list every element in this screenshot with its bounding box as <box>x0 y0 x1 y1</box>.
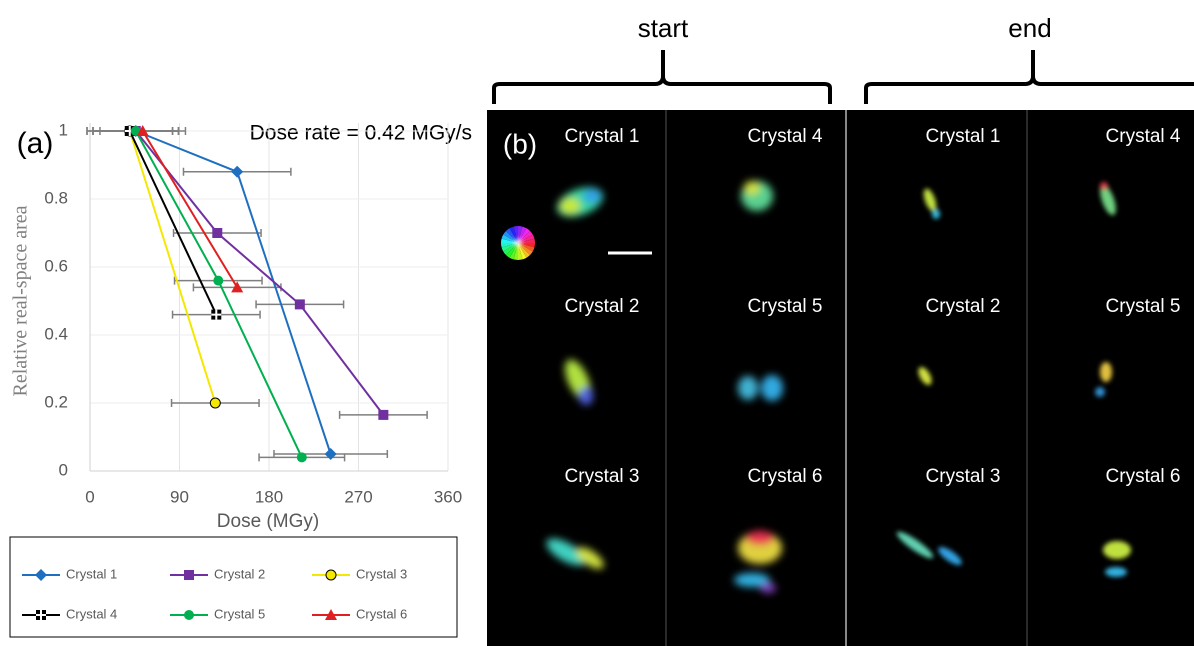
crystal-label: Crystal 5 <box>1106 296 1181 317</box>
wheel-center <box>514 239 522 247</box>
legend-marker <box>184 570 194 580</box>
crystal-label: Crystal 4 <box>748 126 823 147</box>
series-line <box>136 131 384 415</box>
marker <box>295 299 305 309</box>
group-label: end <box>1008 13 1051 43</box>
x-axis-title: Dose (MGy) <box>217 511 319 532</box>
y-tick-label: 0.6 <box>44 256 68 275</box>
brace <box>866 50 1194 104</box>
marker <box>325 448 337 460</box>
x-tick-label: 180 <box>255 487 283 506</box>
group-label: start <box>638 13 689 43</box>
legend-label: Crystal 6 <box>356 606 407 621</box>
x-tick-label: 360 <box>434 487 462 506</box>
brace <box>494 50 830 104</box>
crystal-label: Crystal 2 <box>926 296 1001 317</box>
legend-label: Crystal 5 <box>214 606 265 621</box>
legend-label: Crystal 4 <box>66 606 117 621</box>
marker <box>210 398 220 408</box>
crystal-label: Crystal 1 <box>565 126 640 147</box>
legend-marker <box>184 610 194 620</box>
y-tick-label: 0.4 <box>44 324 68 343</box>
x-tick-label: 0 <box>85 487 94 506</box>
crystal-label: Crystal 6 <box>1106 466 1181 487</box>
y-tick-label: 0 <box>59 460 68 479</box>
crystal-label: Crystal 2 <box>565 296 640 317</box>
marker <box>231 166 243 178</box>
legend-label: Crystal 2 <box>214 566 265 581</box>
y-axis-title: Relative real-space area <box>10 205 32 396</box>
figure: start end (b) (a) Dose rate = 0.42 MGy <box>0 0 1194 646</box>
crystal-label: Crystal 5 <box>748 296 823 317</box>
marker <box>297 452 307 462</box>
crystal-label: Crystal 6 <box>748 466 823 487</box>
crystal-label: Crystal 3 <box>565 466 640 487</box>
crystal-label: Crystal 3 <box>926 466 1001 487</box>
annotation: Dose rate = 0.42 MGy/s <box>250 122 472 145</box>
color-wheel <box>501 226 535 260</box>
panel-label: (a) <box>17 127 54 160</box>
series-line <box>136 131 331 454</box>
y-tick-label: 0.2 <box>44 392 68 411</box>
crystal-label: Crystal 1 <box>926 126 1001 147</box>
marker <box>212 228 222 238</box>
legend <box>10 537 457 637</box>
y-tick-label: 1 <box>59 120 68 139</box>
legend-marker <box>326 570 336 580</box>
marker <box>213 276 223 286</box>
x-tick-label: 270 <box>344 487 372 506</box>
y-tick-label: 0.8 <box>44 188 68 207</box>
legend-label: Crystal 3 <box>356 566 407 581</box>
marker <box>378 410 388 420</box>
x-tick-label: 90 <box>170 487 189 506</box>
series-line <box>143 131 237 287</box>
panel-label: (b) <box>503 128 537 159</box>
page: {"chart_data": {"type": "line", "panel_l… <box>0 0 1194 646</box>
legend-label: Crystal 1 <box>66 566 117 581</box>
crystal-label: Crystal 4 <box>1106 126 1181 147</box>
